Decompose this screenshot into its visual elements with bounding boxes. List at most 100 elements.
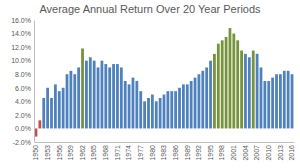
bar <box>73 74 76 128</box>
y-tick: -2.0% <box>13 139 34 146</box>
y-tick-label: 0.0% <box>15 125 31 132</box>
x-tick-label: 2004 <box>242 145 249 161</box>
x-tick-label: 2010 <box>265 145 272 161</box>
x-tick: 1992 <box>195 142 202 161</box>
bar <box>38 120 41 128</box>
bar <box>170 91 173 128</box>
bar <box>291 74 294 128</box>
x-tick-label: 1950 <box>32 145 39 161</box>
x-tick: 2007 <box>253 142 260 161</box>
bar <box>66 74 69 128</box>
bar <box>81 48 84 128</box>
bar <box>271 78 274 129</box>
bar <box>159 98 162 129</box>
y-tick-label: 12.0% <box>11 44 31 51</box>
bar <box>190 81 193 128</box>
x-tick-label: 2013 <box>277 145 284 161</box>
bar <box>194 78 197 129</box>
bar <box>97 67 100 128</box>
y-tick: 8.0% <box>15 71 34 78</box>
x-axis-line <box>35 142 295 143</box>
y-tick: 16.0% <box>11 17 34 24</box>
y-tick-label: -2.0% <box>13 139 31 146</box>
bar <box>108 67 111 128</box>
bar <box>62 88 65 129</box>
x-tick: 2010 <box>265 142 272 161</box>
bar <box>54 84 57 128</box>
x-tick-label: 1989 <box>184 145 191 161</box>
bar <box>283 71 286 129</box>
y-tick-label: 6.0% <box>15 85 31 92</box>
bar <box>236 40 239 128</box>
bar <box>124 81 127 128</box>
y-axis: -2.0%0.0%2.0%4.0%6.0%8.0%10.0%12.0%14.0%… <box>11 17 34 146</box>
y-tick-label: 16.0% <box>11 17 31 24</box>
x-tick-label: 1974 <box>125 145 132 161</box>
bar <box>186 84 189 128</box>
bar <box>135 81 138 128</box>
bar <box>229 28 232 128</box>
y-tick: 12.0% <box>11 44 34 51</box>
x-tick-label: 1959 <box>67 145 74 161</box>
y-tick: 6.0% <box>15 85 34 92</box>
bar <box>128 84 131 128</box>
x-tick: 1959 <box>67 142 74 161</box>
x-tick: 1977 <box>137 142 144 161</box>
x-tick: 1980 <box>149 142 156 161</box>
y-tick-label: 14.0% <box>11 30 31 37</box>
y-tick-label: 8.0% <box>15 71 31 78</box>
x-tick: 1956 <box>55 142 62 161</box>
x-tick: 1971 <box>114 142 121 161</box>
bar <box>209 61 212 129</box>
x-tick: 1986 <box>172 142 179 161</box>
bar <box>275 74 278 128</box>
bar <box>178 88 181 129</box>
x-tick-label: 1956 <box>55 145 62 161</box>
bar <box>217 44 220 129</box>
x-tick-label: 1980 <box>149 145 156 161</box>
bars <box>35 28 294 136</box>
x-tick: 2013 <box>277 142 284 161</box>
bar <box>58 91 61 128</box>
bar <box>221 40 224 128</box>
x-tick-label: 1995 <box>207 145 214 161</box>
x-tick: 1965 <box>90 142 97 161</box>
bar <box>166 91 169 128</box>
bar <box>244 54 247 129</box>
bar <box>248 57 251 128</box>
bar <box>163 95 166 129</box>
bar <box>116 64 119 128</box>
bar <box>267 81 270 128</box>
x-tick: 1989 <box>184 142 191 161</box>
y-tick: 2.0% <box>15 112 34 119</box>
bar <box>35 128 38 136</box>
title: Average Annual Return Over 20 Year Perio… <box>39 3 261 15</box>
x-tick-label: 2007 <box>253 145 260 161</box>
x-tick-label: 1962 <box>79 145 86 161</box>
x-tick-label: 1968 <box>102 145 109 161</box>
bar <box>139 91 142 128</box>
bar <box>225 37 228 129</box>
bar <box>132 78 135 129</box>
x-tick: 2016 <box>288 142 295 161</box>
y-tick: 0.0% <box>15 125 34 132</box>
bar <box>174 91 177 128</box>
bar <box>77 67 80 128</box>
x-tick-label: 1983 <box>160 145 167 161</box>
bar <box>69 71 72 129</box>
x-tick-label: 1977 <box>137 145 144 161</box>
bar <box>104 64 107 128</box>
bar <box>232 34 235 129</box>
bar <box>260 67 263 128</box>
bar <box>279 74 282 128</box>
x-tick-label: 2016 <box>288 145 295 161</box>
bar <box>120 67 123 128</box>
bar <box>155 101 158 128</box>
x-tick: 1983 <box>160 142 167 161</box>
x-axis: 1950195319561959196219651968197119741977… <box>32 142 295 161</box>
x-tick: 1962 <box>79 142 86 161</box>
x-tick: 2004 <box>242 142 249 161</box>
x-tick-label: 1986 <box>172 145 179 161</box>
x-tick: 1968 <box>102 142 109 161</box>
bar <box>93 61 96 129</box>
